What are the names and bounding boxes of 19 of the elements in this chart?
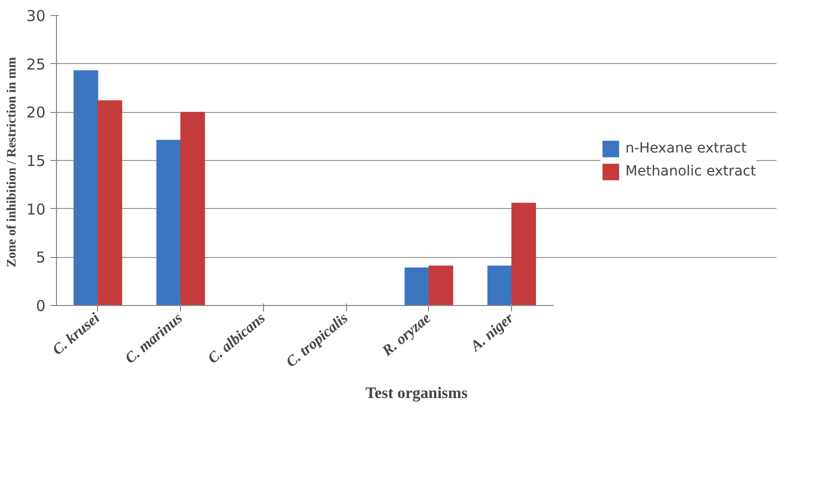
y-tick-label: 20 [26,104,46,122]
bar [180,112,205,306]
y-axis-title: Zone of inhibition / Restriction in mm [3,56,18,268]
y-tick-label: 15 [26,152,46,170]
bar [487,266,512,306]
bar [404,268,430,306]
y-tick-label: 25 [26,55,46,74]
legend-label: Methanolic extract [625,164,756,180]
bar [511,202,536,306]
bar [98,100,122,306]
bar [156,140,181,306]
y-tick-label: 5 [36,248,46,267]
y-tick-label: 30 [26,7,46,25]
x-axis-title: Test organisms [365,384,468,402]
y-tick-label: 0 [36,297,46,315]
legend-label: n-Hexane extract [625,140,747,156]
bar [74,70,98,306]
y-tick-label: 10 [26,200,46,218]
bar [428,266,454,306]
